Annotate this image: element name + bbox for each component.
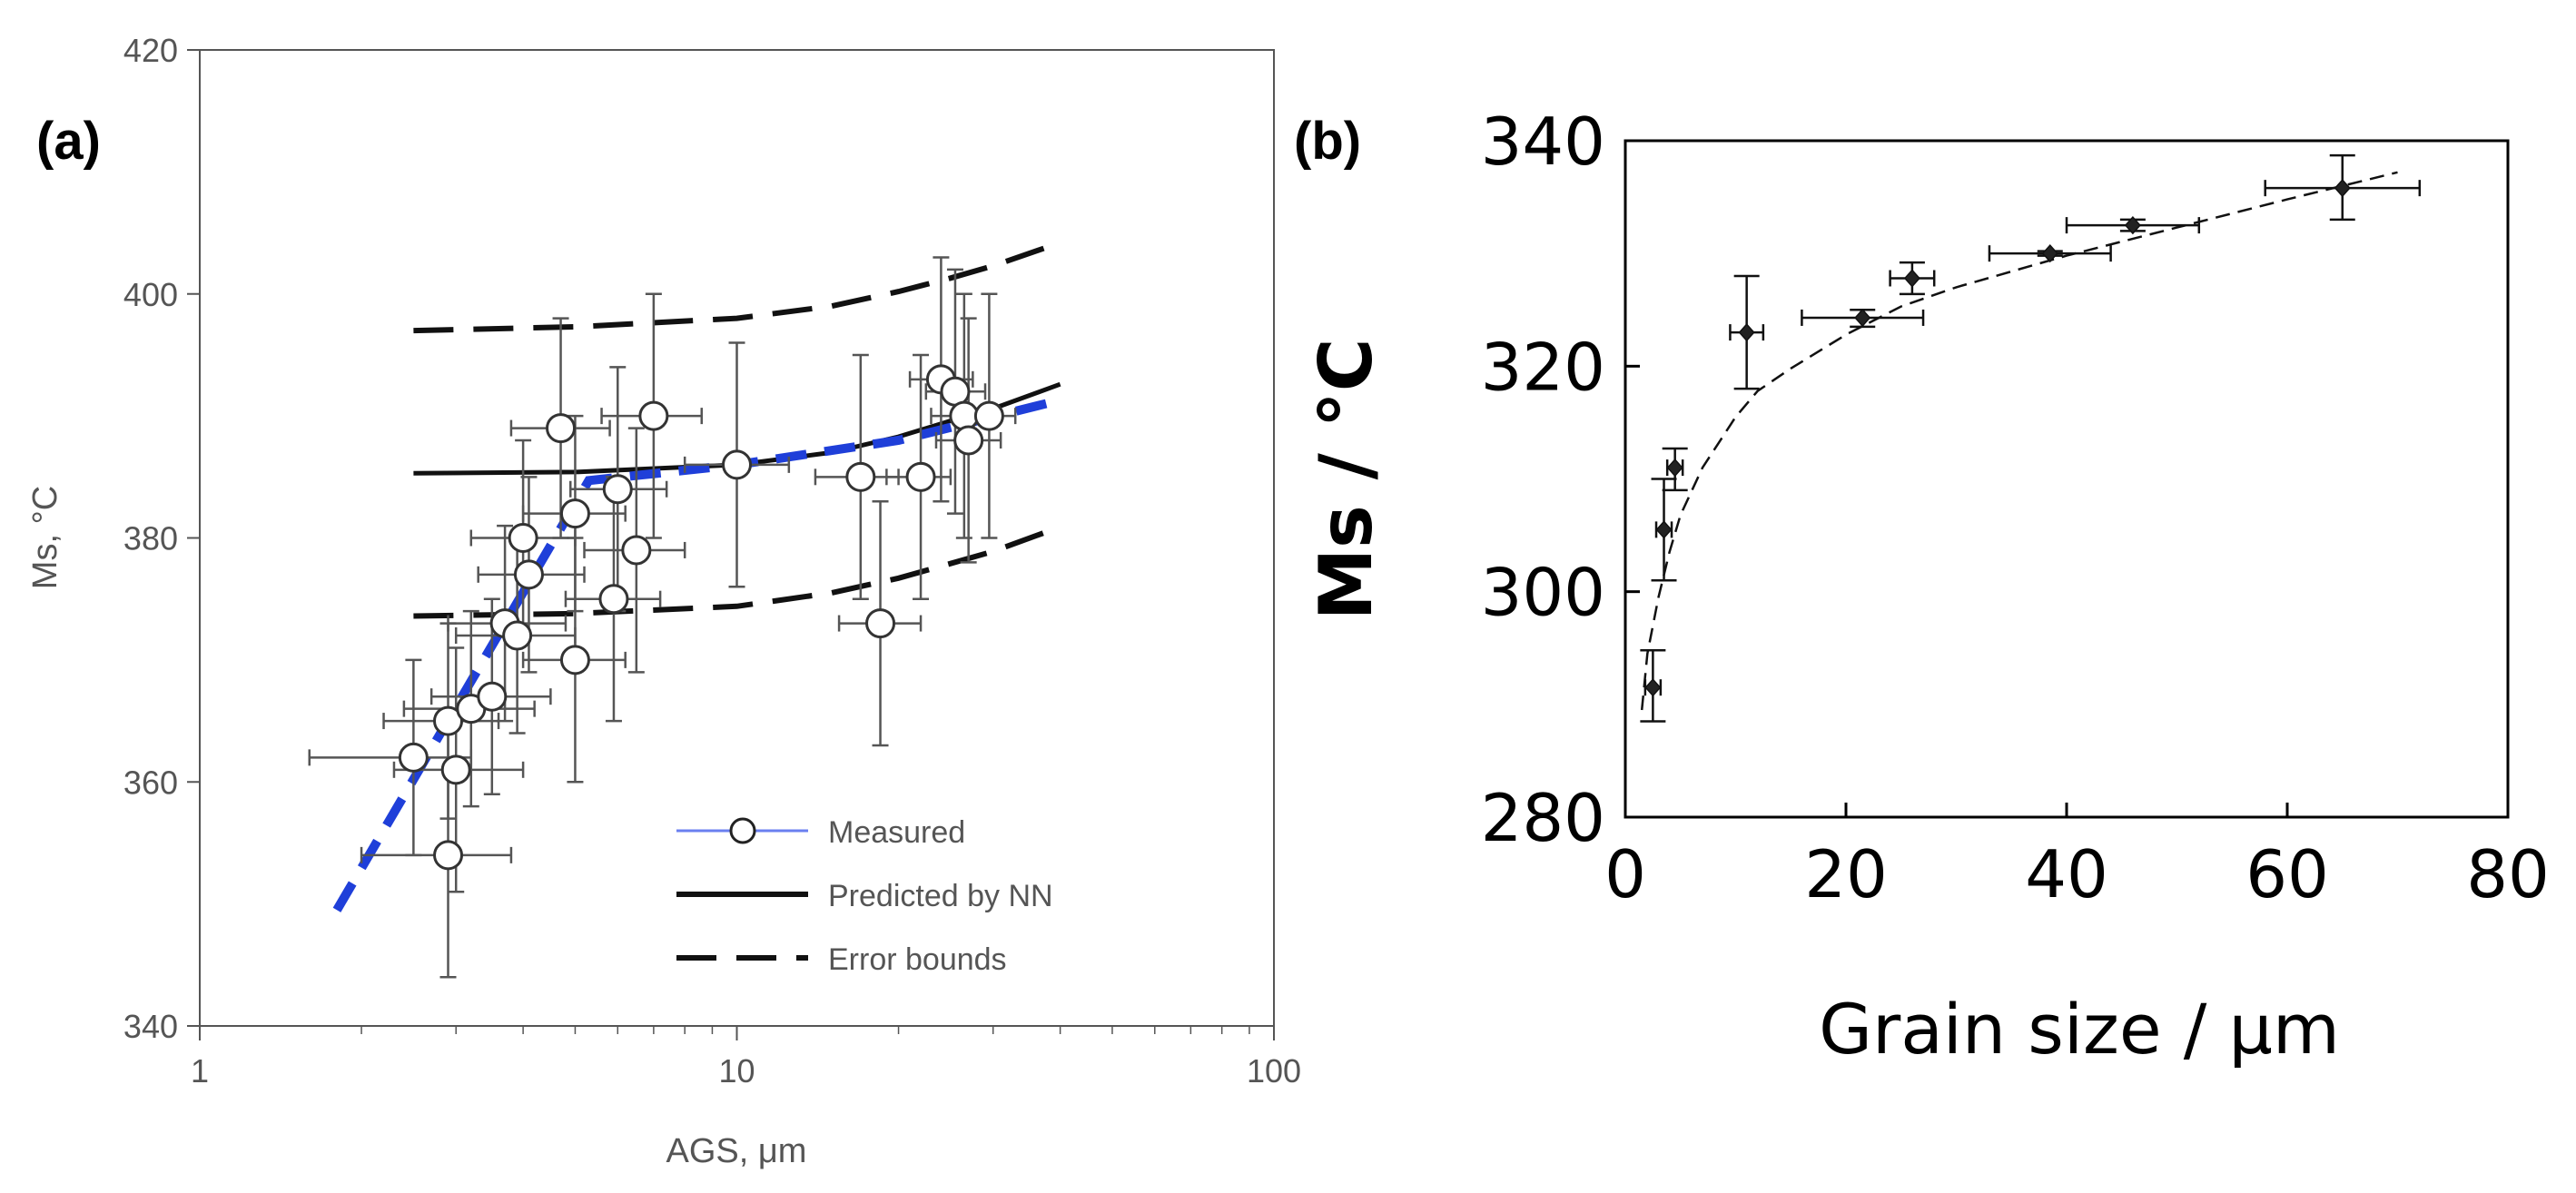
x-tick-label-b: 60 (2245, 836, 2329, 912)
y-tick-label-a: 360 (123, 764, 178, 801)
data-marker-b (2041, 244, 2058, 263)
y-axis-label-b: Ms / °C (1304, 339, 1388, 621)
data-marker-b (2124, 215, 2141, 235)
data-point-b (2065, 215, 2201, 235)
data-marker-a (905, 461, 936, 492)
y-axis-label-a: Ms, °C (26, 486, 64, 589)
data-marker-a (722, 449, 752, 480)
data-marker-a (502, 620, 533, 651)
panel-label-a: (a) (36, 112, 101, 171)
x-tick-label-b: 20 (1804, 836, 1888, 912)
data-marker-a (845, 461, 876, 492)
x-tick-label-a: 1 (191, 1052, 209, 1089)
y-tick-label-a: 400 (123, 276, 178, 313)
x-tick-label-a: 100 (1247, 1052, 1301, 1089)
x-tick-label-a: 10 (718, 1052, 755, 1089)
x-axis-label-a: AGS, μm (666, 1132, 807, 1170)
data-marker-a (973, 400, 1004, 431)
data-marker-a (621, 535, 652, 566)
x-tick-label-b: 80 (2466, 836, 2550, 912)
data-point-b (1662, 447, 1688, 492)
error-bound-lower (413, 524, 1061, 619)
data-marker-a (602, 474, 633, 505)
panel-gap (1289, 91, 1317, 191)
data-marker-b (1655, 520, 1673, 539)
data-point-b (1640, 648, 1666, 723)
data-marker-a (949, 400, 980, 431)
x-tick-label-b: 40 (2025, 836, 2108, 912)
data-marker-a (559, 645, 590, 675)
data-marker-b (1666, 458, 1683, 478)
data-marker-a (559, 498, 590, 529)
panel-b: (b) Grain size / μm Ms / °C 280 300 320 340… (1294, 104, 2550, 1070)
x-tick-label-b: 0 (1604, 836, 1646, 912)
data-point-b (1889, 261, 1936, 296)
data-marker-a (638, 400, 669, 431)
data-marker-a (513, 559, 544, 590)
data-marker-a (546, 413, 577, 444)
data-marker-a (440, 754, 471, 785)
data-marker-a (865, 608, 896, 639)
data-point-b (1801, 308, 1925, 329)
legend-a: Measured Predicted by NN Error bounds (676, 815, 1053, 977)
data-marker-b (1738, 322, 1755, 342)
data-point-b (1651, 478, 1677, 582)
y-tick-label-a: 340 (123, 1008, 178, 1045)
legend-measured-marker (729, 817, 756, 844)
data-marker-b (1644, 678, 1662, 697)
y-tick-label-a: 380 (123, 520, 178, 557)
data-marker-a (433, 705, 464, 736)
data-marker-a (433, 840, 464, 871)
panel-a: (a) AGS, μm Ms, °C 340 360 380 400 420 1 10 100… (26, 32, 1301, 1170)
data-marker-a (598, 584, 629, 615)
legend-predicted-label: Predicted by NN (828, 879, 1053, 913)
legend-measured-label: Measured (828, 815, 965, 850)
error-bound-upper (413, 240, 1061, 334)
legend-error-bounds-label: Error bounds (828, 942, 1007, 977)
data-point-b (1729, 274, 1765, 390)
data-marker-b (1854, 308, 1871, 328)
data-marker-a (508, 523, 538, 553)
data-marker-b (1903, 269, 1920, 288)
data-marker-a (477, 681, 508, 712)
data-marker-a (953, 425, 984, 456)
x-axis-label-b: Grain size / μm (1819, 989, 2340, 1070)
data-point-b (2264, 153, 2422, 222)
plot-frame-b (1624, 139, 2510, 819)
data-marker-a (398, 742, 429, 773)
y-tick-label-b: 300 (1481, 555, 1605, 631)
panel-label-b: (b) (1294, 112, 1361, 171)
y-tick-label-b: 340 (1481, 104, 1605, 180)
y-tick-label-b: 320 (1481, 329, 1605, 405)
y-tick-label-b: 280 (1481, 780, 1605, 856)
y-tick-label-a: 420 (123, 32, 178, 69)
data-point-b (1988, 244, 2112, 263)
data-marker-b (2334, 179, 2351, 198)
